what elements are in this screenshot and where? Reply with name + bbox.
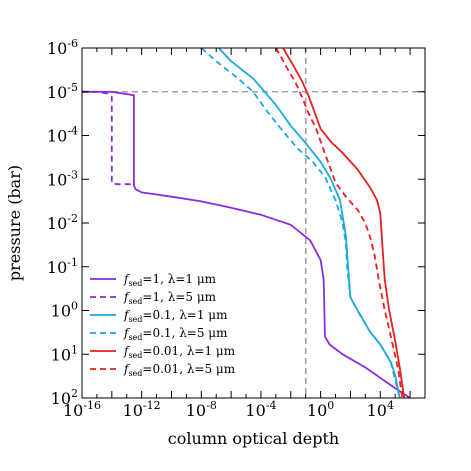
y-axis: 10-6 10-5 10-4 10-3 10-2 10-1 100 101 102 (47, 37, 425, 408)
series-line-5 (282, 47, 406, 399)
y-tick-label: 10-4 (47, 125, 78, 146)
y-tick-label: 10-1 (47, 256, 78, 277)
y-tick-label: 102 (51, 387, 78, 408)
series-line-6 (275, 47, 404, 399)
y-tick-label: 10-6 (47, 37, 78, 58)
x-tick-label: 104 (367, 399, 394, 420)
y-axis-label: pressure (bar) (5, 165, 24, 281)
x-tick-label: 10-12 (123, 399, 161, 420)
x-tick-label: 10-8 (186, 399, 217, 420)
series-line-4 (200, 47, 401, 399)
y-tick-label: 10-5 (47, 81, 78, 102)
legend-entry-5: fsed=0.01, λ=1 μm (123, 344, 236, 360)
x-tick-label: 100 (307, 399, 334, 420)
series-line-1 (82, 90, 411, 399)
series-line-2 (82, 90, 132, 186)
legend-entry-1: fsed=1, λ=1 μm (123, 272, 217, 288)
legend-entry-4: fsed=0.1, λ=5 μm (123, 326, 228, 342)
reference-lines (82, 48, 425, 398)
y-tick-label: 10-2 (47, 212, 78, 233)
y-tick-label: 101 (51, 343, 78, 364)
x-axis-label: column optical depth (168, 429, 339, 448)
legend-entry-3: fsed=0.1, λ=1 μm (123, 308, 228, 324)
y-tick-label: 10-3 (47, 168, 78, 189)
x-tick-label: 10-16 (63, 399, 101, 420)
y-tick-label: 100 (51, 300, 78, 321)
legend-entry-2: fsed=1, λ=5 μm (123, 290, 217, 306)
x-axis: 10-16 10-12 10-8 10-4 100 104 (63, 48, 426, 420)
series-line-3 (218, 47, 401, 399)
legend-entry-6: fsed=0.01, λ=5 μm (123, 362, 236, 378)
x-tick-label: 10-4 (245, 399, 276, 420)
legend: fsed=1, λ=1 μm fsed=1, λ=5 μm fsed=0.1, λ=… (90, 272, 236, 378)
series-layer (82, 47, 411, 399)
